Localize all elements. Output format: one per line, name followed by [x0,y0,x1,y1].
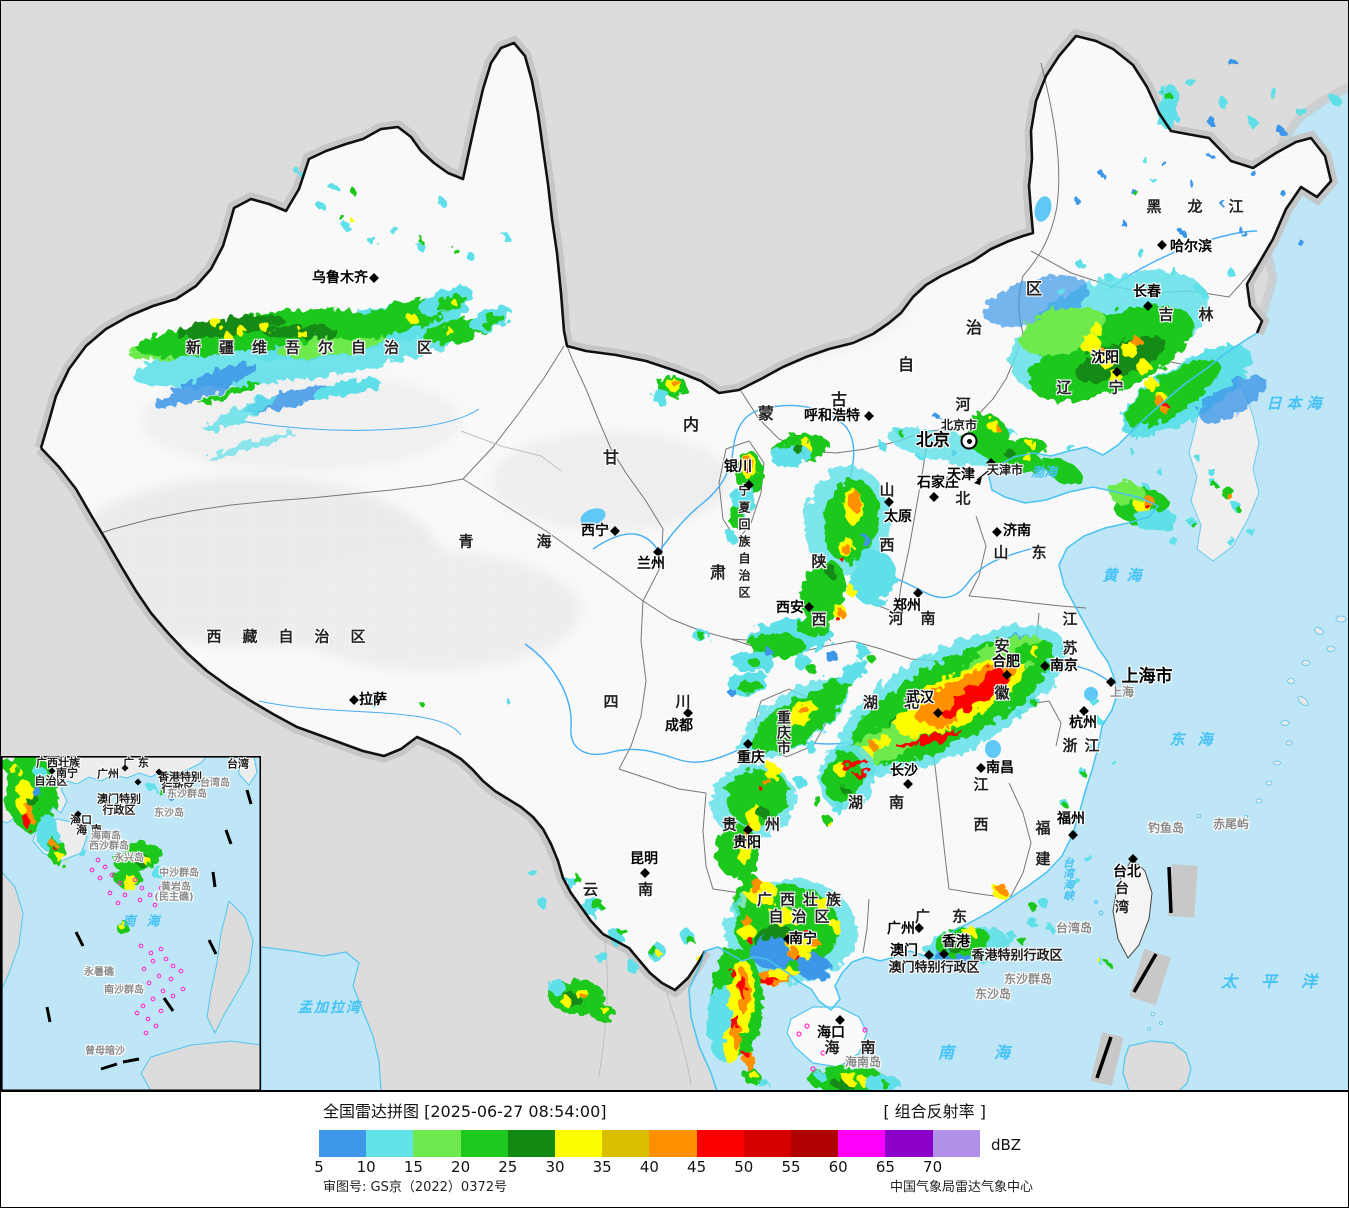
legend-title: 全国雷达拼图 [2025-06-27 08:54:00] [323,1102,607,1121]
legend-tick-label: 50 [734,1158,754,1176]
legend-color-segment [743,1130,792,1157]
legend-color-segment [602,1130,651,1157]
ryukyu-islands [1147,615,1347,1031]
legend-color-segment [366,1130,415,1157]
legend-color-segment [932,1130,981,1157]
legend-color-segment [413,1130,462,1157]
national-border [39,34,1333,449]
boundary-dashes [1090,864,1198,1086]
legend-tick-label: 25 [498,1158,518,1176]
tianjin-arrow [974,466,994,485]
legend-tick-label: 15 [403,1158,423,1176]
island-marks [796,1023,868,1072]
ocean-layer [260,87,1348,1091]
map-legend-divider [1,1090,1348,1092]
legend-approval: 审图号: GS京（2022）0372号 [323,1180,508,1195]
radar-echo-layer [128,59,1341,1091]
legend-color-segment [319,1130,368,1157]
legend-tick-label: 65 [875,1158,895,1176]
legend-color-segment [507,1130,556,1157]
legend-color-segment [460,1130,509,1157]
legend-tick-label: 60 [828,1158,848,1176]
legend-color-segment [791,1130,840,1157]
legend-tick-label: 55 [781,1158,801,1176]
legend-product: [ 组合反射率 ] [883,1102,986,1121]
legend-ticks: 5 10 15 20 25 30 35 40 45 50 55 60 65 70 [1,1158,1348,1176]
nine-dash-line [45,789,253,1071]
taiwan-island [1112,858,1153,959]
legend-color-segment [838,1130,887,1157]
yellow-river [592,404,1045,599]
legend-color-segment [649,1130,698,1157]
luzon-island [1122,1040,1192,1091]
legend-tick-label: 45 [687,1158,707,1176]
china-radar-map: 黑龙江 吉林 辽宁 新疆维吾尔自治区 西藏自治区 青海 四川 云南 贵州 山东 河南 湖北 湖南 广东 浙江… [1,1,1348,1091]
legend-color-segment [885,1130,934,1157]
legend-tick-label: 40 [639,1158,659,1176]
legend-color-segment [555,1130,604,1157]
legend-tick-label: 30 [545,1158,565,1176]
bay-of-bengal [260,946,382,1091]
south-china-sea-inset [1,756,261,1091]
legend-tick-label: 20 [451,1158,471,1176]
legend-panel: 全国雷达拼图 [2025-06-27 08:54:00] [ 组合反射率 ] 5… [1,1092,1348,1207]
legend-tick-label: 10 [356,1158,376,1176]
coastline [688,332,1258,1091]
legend-unit: dBZ [991,1136,1022,1154]
legend-color-segment [696,1130,745,1157]
map-canvas [1,1,1348,1091]
hainan-island [786,1006,868,1068]
legend-tick-label: 70 [923,1158,943,1176]
legend-credit: 中国气象局雷达气象中心 [889,1180,1033,1195]
legend-tick-label: 35 [592,1158,612,1176]
legend-tick-label: 5 [314,1158,324,1176]
